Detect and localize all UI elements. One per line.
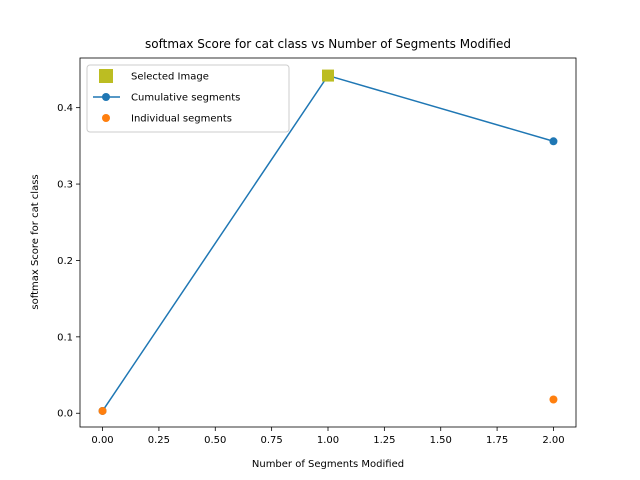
x-tick-label: 0.25 bbox=[148, 435, 170, 446]
legend: Selected Image Cumulative segments Individ… bbox=[86, 64, 290, 133]
y-axis-label: softmax Score for cat class bbox=[30, 174, 41, 309]
legend-circle-swatch bbox=[102, 114, 110, 122]
cumulative-point bbox=[549, 137, 558, 146]
y-tick-label: 0.1 bbox=[57, 332, 73, 343]
selected-image-marker bbox=[322, 69, 334, 82]
legend-entry-cumulative: Cumulative segments bbox=[131, 93, 240, 104]
x-tick-label: 1.00 bbox=[317, 435, 339, 446]
legend-square-swatch bbox=[99, 69, 113, 83]
individual-point bbox=[98, 406, 107, 415]
legend-box bbox=[86, 64, 290, 133]
x-tick-label: 0.50 bbox=[204, 435, 226, 446]
x-tick-label: 1.75 bbox=[486, 435, 508, 446]
plot-area: 0.00 0.25 0.50 0.75 1.00 1.25 1.50 1.75 2.00 0.0 0… bbox=[57, 57, 577, 446]
x-tick-label: 0.75 bbox=[261, 435, 283, 446]
x-tick-label: 0.00 bbox=[91, 435, 113, 446]
x-tick-label: 2.00 bbox=[542, 435, 564, 446]
y-tick-label: 0.4 bbox=[57, 103, 73, 114]
chart-title: softmax Score for cat class vs Number of… bbox=[145, 37, 511, 51]
y-tick-label: 0.0 bbox=[57, 409, 73, 420]
y-tick-label: 0.2 bbox=[57, 256, 73, 267]
individual-point bbox=[549, 395, 558, 404]
x-axis-label: Number of Segments Modified bbox=[252, 459, 404, 470]
legend-circle-swatch bbox=[102, 93, 110, 101]
x-tick-label: 1.50 bbox=[430, 435, 452, 446]
x-tick-label: 1.25 bbox=[373, 435, 395, 446]
legend-entry-selected-image: Selected Image bbox=[131, 72, 209, 83]
legend-entry-individual: Individual segments bbox=[131, 114, 232, 125]
y-tick-label: 0.3 bbox=[57, 180, 73, 191]
